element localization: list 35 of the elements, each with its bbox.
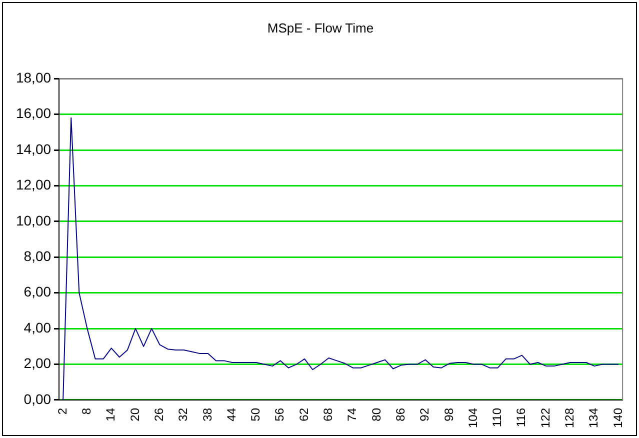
y-tick-label: 12,00	[16, 176, 52, 193]
y-tick-label: 4,00	[24, 319, 52, 336]
y-tick-label: 0,00	[24, 390, 52, 407]
x-tick-label: 122	[538, 408, 552, 428]
x-tick-label: 80	[369, 408, 384, 422]
x-tick-label: 128	[562, 408, 577, 428]
x-tick-label: 44	[224, 408, 238, 422]
x-tick-label: 38	[200, 408, 214, 422]
x-tick-label: 32	[176, 408, 190, 422]
y-tick-label: 14,00	[16, 140, 52, 157]
y-tick-label: 10,00	[16, 212, 52, 228]
chart-title: MSpE - Flow Time	[267, 20, 374, 36]
x-tick-label: 14	[104, 408, 118, 422]
x-tick-label: 92	[418, 408, 432, 422]
x-tick-label: 104	[466, 408, 480, 428]
x-tick-label: 26	[152, 408, 166, 422]
x-tick-label: 68	[321, 408, 336, 422]
x-tick-label: 74	[345, 408, 360, 422]
x-tick-label: 134	[586, 408, 601, 428]
x-tick-label: 86	[393, 408, 408, 422]
x-tick-label: 116	[514, 408, 528, 428]
x-tick-label: 20	[128, 408, 142, 422]
x-tick-label: 2	[55, 408, 70, 415]
y-tick-label: 18,00	[16, 69, 52, 86]
x-tick-label: 8	[80, 408, 94, 415]
x-tick-label: 98	[442, 408, 456, 422]
x-tick-label: 62	[296, 408, 311, 422]
y-tick-label: 2,00	[24, 355, 52, 372]
x-tick-label: 50	[248, 408, 263, 422]
x-tick-label: 56	[272, 408, 287, 422]
y-tick-label: 16,00	[16, 105, 52, 122]
y-tick-label: 8,00	[24, 248, 52, 264]
x-tick-label: 110	[490, 408, 504, 428]
x-tick-label: 140	[610, 408, 625, 428]
y-tick-label: 6,00	[24, 284, 52, 300]
